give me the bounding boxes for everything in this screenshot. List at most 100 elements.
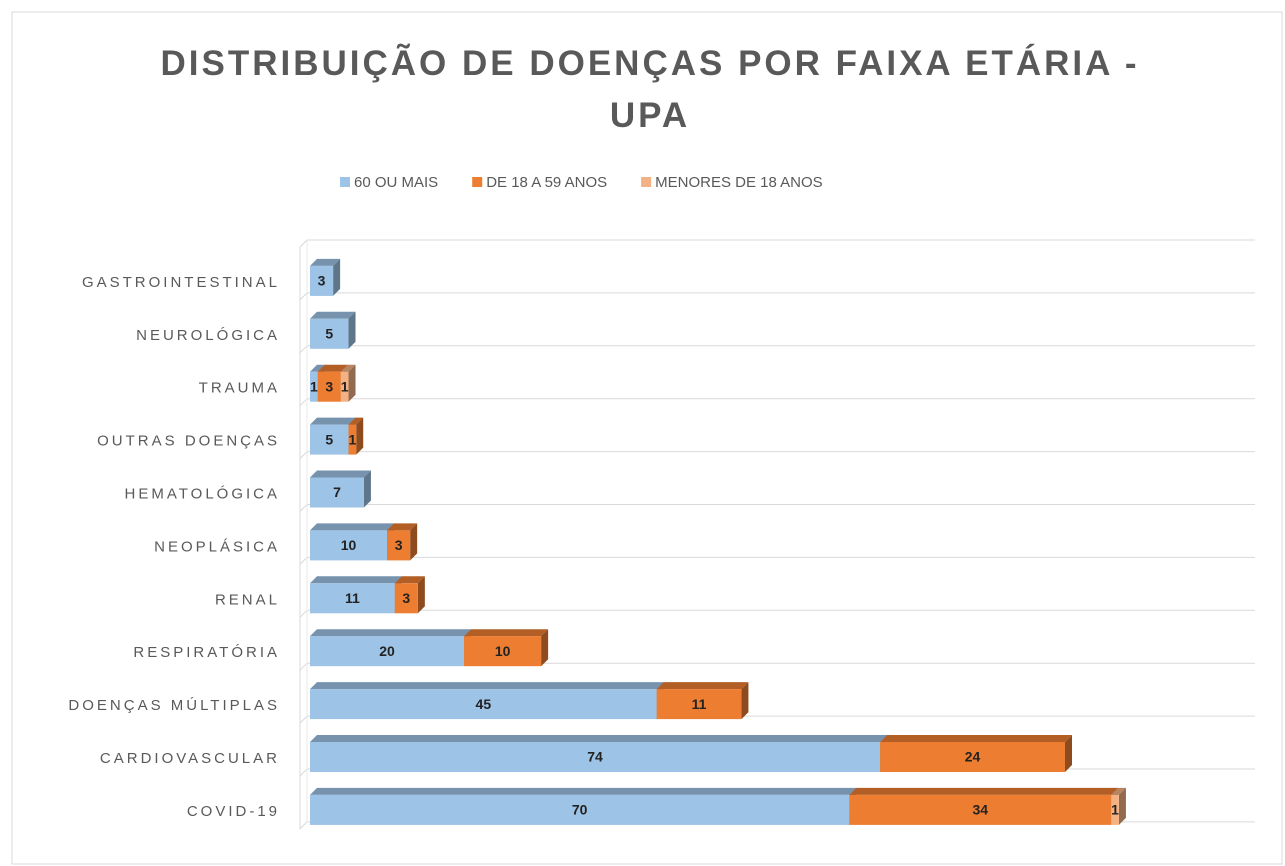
bar-depth [310, 523, 395, 531]
bar [1111, 794, 1119, 825]
category-label: NEOPLÁSICA [154, 538, 280, 555]
grid-line [299, 715, 308, 724]
data-label: 70 [572, 802, 588, 818]
bar-depth [464, 629, 549, 637]
legend-swatch [641, 177, 652, 187]
legend-label: 60 OU MAIS [354, 174, 438, 191]
bar-depth [348, 364, 356, 402]
data-label: 5 [325, 326, 333, 342]
bar-depth [363, 470, 371, 508]
data-label: 5 [325, 431, 333, 447]
category-label: HEMATOLÓGICA [125, 485, 280, 502]
data-label: 34 [972, 802, 988, 818]
bar-depth [310, 258, 341, 266]
bar-depth [310, 735, 888, 742]
bar-depth [356, 417, 364, 455]
bar-depth [310, 364, 325, 372]
data-label: 10 [495, 643, 511, 659]
bar-depth [541, 629, 549, 667]
category-label: CARDIOVASCULAR [100, 750, 280, 767]
legend-swatch [472, 177, 483, 187]
data-label: 45 [476, 696, 492, 712]
grid-line [299, 821, 308, 830]
bar-depth [1111, 787, 1126, 795]
category-label: RESPIRATÓRIA [133, 644, 280, 661]
bar [310, 689, 657, 720]
bar-depth [348, 311, 356, 349]
bar [310, 530, 388, 561]
bar-depth [394, 576, 425, 584]
bar-depth [880, 735, 1072, 742]
bar [310, 318, 349, 349]
data-label: 1 [341, 378, 349, 394]
data-label: 3 [325, 378, 333, 394]
bar-depth [333, 258, 341, 296]
bar [340, 371, 349, 402]
bar [310, 583, 395, 614]
grid-line [299, 292, 308, 301]
bar [656, 689, 742, 720]
grid-line [299, 398, 308, 407]
bar [310, 265, 334, 296]
bar-depth [410, 523, 418, 561]
bar [387, 530, 411, 561]
data-label: 1 [348, 431, 356, 447]
bar [310, 794, 850, 825]
grid-line [299, 451, 308, 459]
bar-depth [310, 311, 356, 319]
data-label: 1 [310, 378, 318, 394]
category-label: OUTRAS DOENÇAS [97, 433, 280, 450]
data-label: 1 [1111, 802, 1119, 818]
legend-label: DE 18 A 59 ANOS [486, 174, 607, 191]
bar-depth [310, 576, 402, 584]
grid-line [299, 768, 308, 777]
bar-depth [310, 629, 472, 637]
bar-depth [310, 417, 356, 425]
bar-depth [310, 470, 371, 478]
data-label: 74 [587, 749, 603, 765]
data-label: 7 [333, 484, 341, 500]
bar-depth [1118, 787, 1126, 825]
grid-line [299, 504, 308, 512]
category-label: TRAUMA [199, 380, 280, 397]
category-label: DOENÇAS MÚLTIPLAS [68, 697, 280, 714]
chart-border [11, 11, 1283, 865]
data-label: 3 [402, 590, 410, 606]
data-label: 11 [345, 590, 360, 606]
bar-depth [310, 787, 857, 795]
category-label: NEUROLÓGICA [136, 327, 280, 344]
bar [310, 636, 465, 667]
grid-line [299, 609, 308, 618]
category-label: COVID-19 [187, 803, 280, 820]
data-label: 20 [379, 643, 395, 659]
bar [849, 794, 1112, 825]
data-label: 11 [692, 696, 707, 712]
bar-depth [417, 576, 425, 614]
data-label: 3 [395, 537, 403, 553]
bar [880, 742, 1065, 772]
chart-title: DISTRIBUIÇÃO DE DOENÇAS POR FAIXA ETÁRIA… [160, 44, 1140, 135]
category-label: RENAL [215, 591, 280, 608]
grid-line [299, 662, 308, 671]
data-label: 3 [318, 273, 326, 289]
bar [310, 742, 881, 772]
bar [394, 583, 418, 614]
legend-swatch [340, 177, 350, 187]
grid-line [299, 239, 308, 248]
legend-label: MENORES DE 18 ANOS [655, 174, 823, 191]
grid-line [299, 557, 308, 565]
bar-depth [310, 682, 664, 690]
bar-depth [1065, 735, 1072, 772]
category-label: GASTROINTESTINAL [82, 274, 280, 291]
bar [348, 424, 357, 455]
bar [310, 371, 318, 402]
bar-depth [849, 787, 1119, 795]
bar [310, 477, 364, 508]
data-label: 24 [965, 749, 981, 765]
bar-depth [340, 364, 356, 372]
bar [317, 371, 341, 402]
bar [464, 636, 542, 667]
bar [310, 424, 349, 455]
bar-depth [656, 682, 749, 690]
